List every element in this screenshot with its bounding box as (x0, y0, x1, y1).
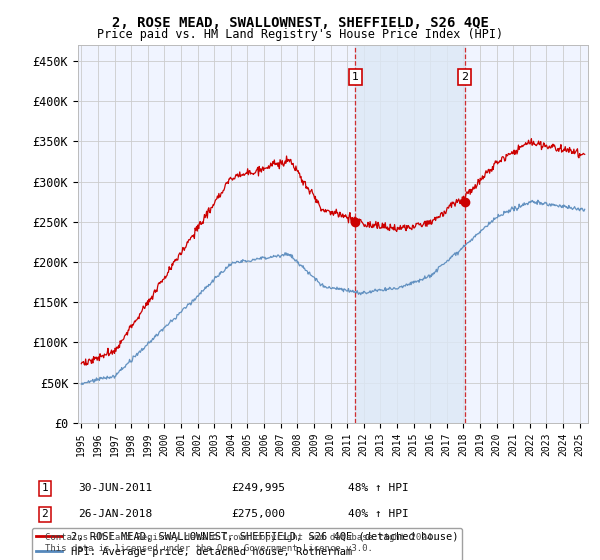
Bar (355, 45, 464, 423)
Text: 1: 1 (41, 483, 49, 493)
Text: 30-JUN-2011: 30-JUN-2011 (78, 483, 152, 493)
Text: 48% ↑ HPI: 48% ↑ HPI (348, 483, 409, 493)
Text: Contains HM Land Registry data © Crown copyright and database right 2024.
This d: Contains HM Land Registry data © Crown c… (45, 533, 437, 553)
Text: Price paid vs. HM Land Registry's House Price Index (HPI): Price paid vs. HM Land Registry's House … (97, 28, 503, 41)
Text: 2: 2 (461, 72, 468, 82)
Text: 2, ROSE MEAD, SWALLOWNEST, SHEFFIELD, S26 4QE: 2, ROSE MEAD, SWALLOWNEST, SHEFFIELD, S2… (112, 16, 488, 30)
Text: £249,995: £249,995 (231, 483, 285, 493)
Text: 1: 1 (352, 72, 359, 82)
Text: £275,000: £275,000 (231, 509, 285, 519)
Text: 26-JAN-2018: 26-JAN-2018 (78, 509, 152, 519)
Legend: 2, ROSE MEAD, SWALLOWNEST, SHEFFIELD, S26 4QE (detached house), HPI: Average pri: 2, ROSE MEAD, SWALLOWNEST, SHEFFIELD, S2… (32, 528, 463, 560)
Text: 40% ↑ HPI: 40% ↑ HPI (348, 509, 409, 519)
Text: 2: 2 (41, 509, 49, 519)
